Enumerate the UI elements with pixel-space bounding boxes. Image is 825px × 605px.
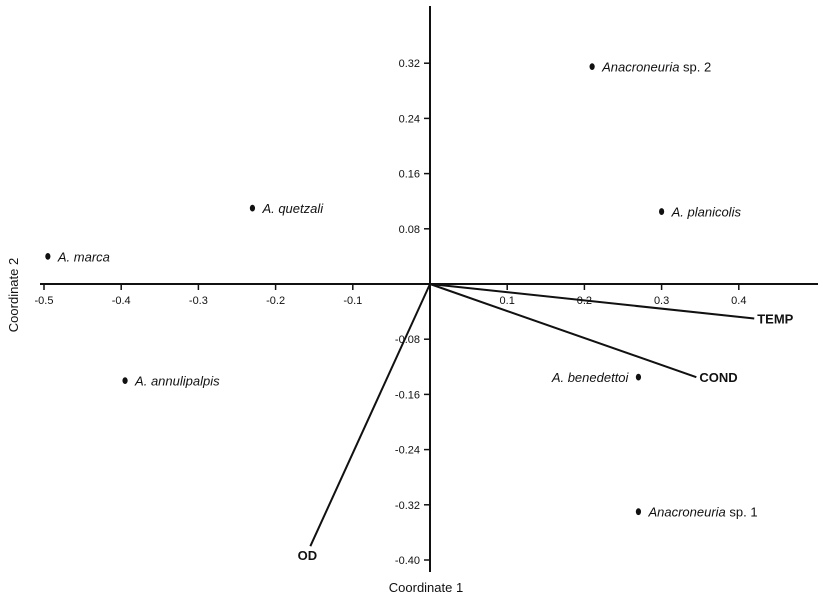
- species-label: Anacroneuria sp. 2: [601, 60, 711, 75]
- vector-label-temp: TEMP: [757, 312, 793, 327]
- x-tick-label: 0.3: [654, 295, 669, 307]
- species-label: A. marca: [57, 249, 110, 264]
- species-label: Anacroneuria sp. 1: [647, 505, 757, 520]
- y-tick-label: 0.08: [399, 224, 420, 236]
- species-label: A. quetzali: [261, 201, 324, 216]
- x-axis-title: Coordinate 1: [389, 580, 463, 595]
- species-points: Anacroneuria sp. 2 A. quetzali A. planicol…: [45, 60, 758, 520]
- y-tick-label: -0.32: [395, 500, 420, 512]
- species-point: [659, 208, 665, 215]
- environmental-vectors: TEMP COND OD: [298, 283, 794, 563]
- y-tick-label: 0.24: [399, 113, 420, 125]
- vector-od: [309, 283, 431, 547]
- x-tick-label: -0.1: [343, 295, 362, 307]
- x-tick-label: -0.5: [35, 295, 54, 307]
- y-tick-label: -0.16: [395, 389, 420, 401]
- species-point: [45, 253, 51, 260]
- y-axis-title: Coordinate 2: [6, 258, 21, 332]
- x-axis-ticks: -0.5-0.4-0.3-0.2-0.10.10.20.30.4: [35, 284, 746, 307]
- y-tick-label: 0.32: [399, 58, 420, 70]
- species-label: A. planicolis: [671, 205, 742, 220]
- x-tick-label: 0.1: [500, 295, 515, 307]
- species-point: [249, 204, 256, 212]
- x-tick-label: 0.4: [731, 295, 746, 307]
- species-label: A. benedettoi: [551, 370, 630, 385]
- x-tick-label: -0.3: [189, 295, 208, 307]
- y-tick-label: -0.08: [395, 334, 420, 346]
- y-tick-label: -0.40: [395, 555, 420, 567]
- species-label: A. annulipalpis: [134, 374, 220, 389]
- x-tick-label: -0.2: [266, 295, 285, 307]
- vector-label-od: OD: [298, 548, 318, 563]
- y-tick-label: -0.24: [395, 445, 420, 457]
- y-axis-ticks: 0.32 0.24 0.16 0.08 -0.08 -0.16 -0.24 -0.32 -0.4…: [395, 58, 430, 567]
- species-point: [122, 377, 128, 384]
- vector-cond: [429, 283, 697, 379]
- vector-label-cond: COND: [699, 370, 737, 385]
- species-point: [635, 508, 642, 516]
- x-tick-label: -0.4: [112, 295, 131, 307]
- species-point: [635, 373, 642, 381]
- species-point: [589, 63, 595, 71]
- y-tick-label: 0.16: [399, 169, 420, 181]
- vector-temp: [429, 283, 755, 320]
